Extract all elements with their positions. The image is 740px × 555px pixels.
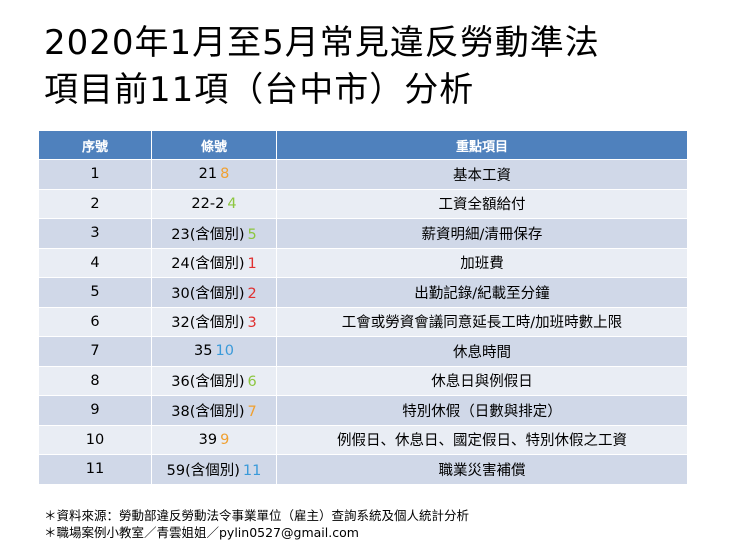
serial-cell: 2 [38, 188, 152, 219]
table-row: 2 22-2 4 工資全額給付 [38, 188, 688, 219]
item-cell: 工資全額給付 [276, 188, 688, 219]
item-cell: 基本工資 [276, 159, 688, 190]
rank-number: 11 [242, 462, 262, 479]
violations-table: 序號 條號 重點項目 1 21 8 基本工資 2 22-2 4 工資全額給付 3 23(含個別) 5… [38, 130, 688, 485]
article-number: 30(含個別) [171, 285, 245, 302]
rank-number: 7 [247, 403, 257, 420]
article-cell: 35 10 [151, 336, 277, 367]
serial-cell: 4 [38, 247, 152, 278]
item-cell: 工會或勞資會議同意延長工時/加班時數上限 [276, 306, 688, 337]
rank-number: 3 [247, 315, 257, 332]
rank-number: 9 [220, 431, 230, 448]
article-number: 21 [198, 166, 218, 183]
serial-cell: 9 [38, 395, 152, 426]
table-header-row: 序號 條號 重點項目 [38, 130, 688, 160]
article-cell: 21 8 [151, 159, 277, 190]
table-row: 1 21 8 基本工資 [38, 159, 688, 190]
rank-number: 5 [247, 226, 257, 243]
article-cell: 39 9 [151, 424, 277, 455]
title-line-1: 2020年1月至5月常見違反勞動準法 [44, 23, 600, 63]
article-cell: 36(含個別) 6 [151, 365, 277, 396]
article-number: 36(含個別) [171, 374, 245, 391]
table-row: 10 39 9 例假日、休息日、國定假日、特別休假之工資 [38, 424, 688, 455]
article-cell: 24(含個別) 1 [151, 247, 277, 278]
item-cell: 出勤記錄/紀載至分鐘 [276, 277, 688, 308]
item-cell: 特別休假（日數與排定） [276, 395, 688, 426]
article-number: 23(含個別) [171, 226, 245, 243]
item-cell: 休息日與例假日 [276, 365, 688, 396]
author-note: ＊職場案例小教室／青雲姐姐／pylin0527@gmail.com [44, 525, 359, 540]
rank-number: 10 [215, 343, 234, 360]
header-item: 重點項目 [276, 130, 688, 160]
serial-cell: 10 [38, 424, 152, 455]
item-cell: 薪資明細/清冊保存 [276, 218, 688, 249]
article-number: 59(含個別) [166, 462, 240, 479]
serial-cell: 11 [38, 454, 152, 485]
item-cell: 例假日、休息日、國定假日、特別休假之工資 [276, 424, 688, 455]
page-title: 2020年1月至5月常見違反勞動準法 項目前11項（台中市）分析 [44, 20, 724, 114]
table-row: 4 24(含個別) 1 加班費 [38, 247, 688, 278]
article-cell: 32(含個別) 3 [151, 306, 277, 337]
header-article: 條號 [151, 130, 277, 160]
table-row: 5 30(含個別) 2 出勤記錄/紀載至分鐘 [38, 277, 688, 308]
item-cell: 職業災害補償 [276, 454, 688, 485]
rank-number: 8 [220, 166, 230, 183]
article-cell: 59(含個別) 11 [151, 454, 277, 485]
article-number: 35 [194, 343, 213, 360]
table-row: 9 38(含個別) 7 特別休假（日數與排定） [38, 395, 688, 426]
source-note: ＊資料來源：勞動部違反勞動法令事業單位（雇主）查詢系統及個人統計分析 [44, 508, 470, 523]
item-cell: 加班費 [276, 247, 688, 278]
article-number: 24(含個別) [171, 256, 245, 273]
rank-number: 2 [247, 285, 257, 302]
header-serial: 序號 [38, 130, 152, 160]
table-row: 3 23(含個別) 5 薪資明細/清冊保存 [38, 218, 688, 249]
article-number: 38(含個別) [171, 403, 245, 420]
serial-cell: 3 [38, 218, 152, 249]
article-number: 39 [198, 431, 218, 448]
article-cell: 23(含個別) 5 [151, 218, 277, 249]
rank-number: 4 [227, 195, 237, 212]
serial-cell: 8 [38, 365, 152, 396]
title-line-2: 項目前11項（台中市）分析 [44, 70, 475, 110]
table-body: 1 21 8 基本工資 2 22-2 4 工資全額給付 3 23(含個別) 5 薪資明細/清冊保存 4 2… [38, 159, 688, 485]
table-row: 11 59(含個別) 11 職業災害補償 [38, 454, 688, 485]
article-cell: 22-2 4 [151, 188, 277, 219]
footnotes: ＊資料來源：勞動部違反勞動法令事業單位（雇主）查詢系統及個人統計分析 ＊職場案例… [44, 507, 469, 541]
table-row: 8 36(含個別) 6 休息日與例假日 [38, 365, 688, 396]
item-cell: 休息時間 [276, 336, 688, 367]
serial-cell: 5 [38, 277, 152, 308]
article-cell: 30(含個別) 2 [151, 277, 277, 308]
serial-cell: 7 [38, 336, 152, 367]
serial-cell: 6 [38, 306, 152, 337]
article-number: 22-2 [191, 195, 225, 212]
serial-cell: 1 [38, 159, 152, 190]
rank-number: 6 [247, 374, 257, 391]
table-row: 6 32(含個別) 3 工會或勞資會議同意延長工時/加班時數上限 [38, 306, 688, 337]
article-number: 32(含個別) [171, 315, 245, 332]
rank-number: 1 [247, 256, 257, 273]
article-cell: 38(含個別) 7 [151, 395, 277, 426]
table-row: 7 35 10 休息時間 [38, 336, 688, 367]
